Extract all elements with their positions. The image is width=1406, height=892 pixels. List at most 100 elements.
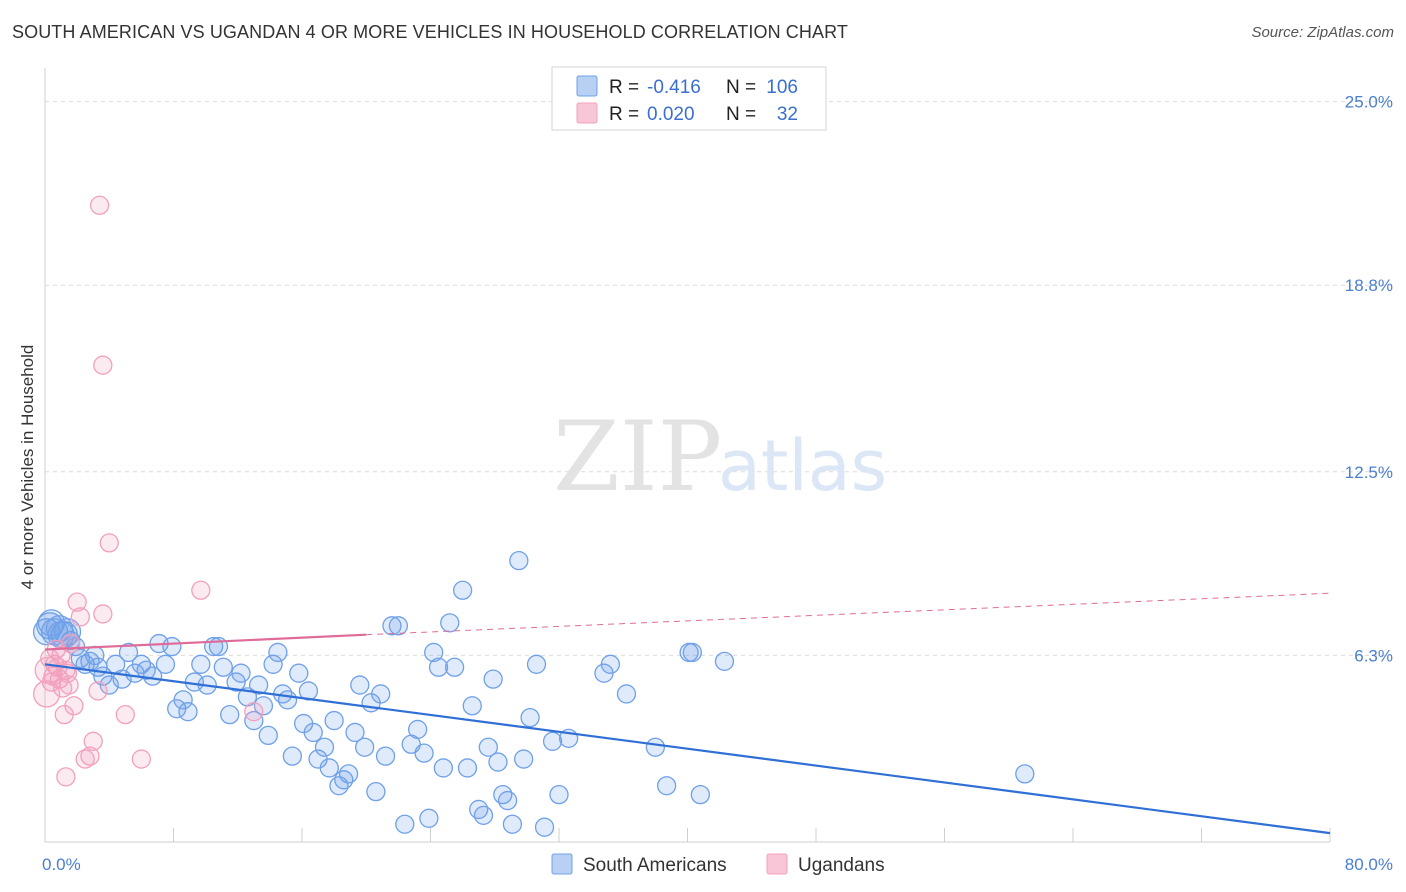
ugandan-point-21 bbox=[83, 731, 103, 751]
watermark: ZIP atlas bbox=[553, 401, 887, 513]
south-american-point-57 bbox=[350, 675, 370, 695]
south-american-point-63 bbox=[382, 616, 402, 636]
ugandan-point-27 bbox=[115, 705, 135, 725]
ugandan-trend-extension bbox=[366, 592, 1331, 636]
bottom-legend-swatch-south-americans bbox=[551, 853, 573, 875]
south-american-point-103 bbox=[1015, 764, 1035, 784]
south-american-point-51 bbox=[319, 758, 339, 778]
legend-r-value-2: 0.020 bbox=[647, 104, 695, 125]
south-american-point-25 bbox=[178, 702, 198, 722]
y-tick-label-3: 25.0% bbox=[1345, 93, 1393, 112]
ugandan-point-26 bbox=[93, 355, 113, 375]
ugandan-point-22 bbox=[88, 681, 108, 701]
legend-n-value-2: 32 bbox=[777, 104, 798, 125]
south-american-point-64 bbox=[388, 616, 409, 636]
south-american-point-43 bbox=[277, 690, 298, 710]
south-american-point-22 bbox=[162, 636, 182, 657]
south-american-point-71 bbox=[428, 657, 449, 677]
tick-labels: 6.3% 12.5% 18.8% 25.0% 0.0% 80.0% bbox=[42, 93, 1393, 874]
legend-n-value-1: 106 bbox=[766, 77, 798, 98]
legend-r-label-2: R = bbox=[609, 104, 639, 125]
bottom-legend: South Americans Ugandans bbox=[551, 853, 885, 876]
south-american-point-56 bbox=[345, 722, 365, 743]
south-american-point-105 bbox=[37, 609, 66, 637]
south-american-point-60 bbox=[366, 782, 386, 802]
south-american-point-50 bbox=[314, 737, 335, 757]
south-american-point-86 bbox=[509, 551, 529, 571]
axes bbox=[44, 68, 1331, 843]
south-american-point-38 bbox=[253, 696, 274, 716]
y-tick-label-2: 18.8% bbox=[1345, 276, 1393, 295]
legend-n-label-1: N = bbox=[726, 77, 756, 98]
ugandan-point-20 bbox=[80, 746, 100, 766]
ugandan-point-30 bbox=[244, 702, 264, 722]
legend-r-label-1: R = bbox=[609, 77, 639, 98]
south-american-point-76 bbox=[457, 758, 478, 778]
south-american-point-89 bbox=[526, 654, 547, 674]
legend-r-value-1: -0.416 bbox=[647, 77, 701, 98]
y-axis-label: 4 or more Vehicles in Household bbox=[18, 345, 37, 590]
trend-lines bbox=[44, 592, 1331, 835]
south-american-point-96 bbox=[616, 684, 637, 704]
ugandan-point-29 bbox=[191, 580, 211, 600]
ugandan-point-25 bbox=[89, 195, 110, 215]
legend-swatch-pink bbox=[576, 102, 598, 124]
watermark-zip: ZIP bbox=[553, 401, 722, 513]
south-american-point-65 bbox=[395, 814, 415, 834]
south-american-point-45 bbox=[289, 663, 309, 683]
south-american-point-62 bbox=[375, 746, 396, 766]
south-american-point-31 bbox=[213, 657, 233, 677]
south-american-point-100 bbox=[682, 642, 702, 663]
ugandan-point-14 bbox=[59, 675, 79, 695]
south-american-point-82 bbox=[488, 752, 508, 772]
south-american-point-95 bbox=[600, 654, 621, 674]
south-american-point-44 bbox=[282, 746, 303, 766]
south-american-point-15 bbox=[118, 642, 139, 663]
south-american-point-102 bbox=[714, 651, 735, 671]
south-american-point-98 bbox=[656, 776, 677, 796]
south-american-point-70 bbox=[424, 642, 444, 663]
south-american-point-74 bbox=[444, 657, 465, 677]
south-american-point-91 bbox=[542, 731, 563, 751]
south-american-point-81 bbox=[483, 669, 503, 689]
south-american-point-68 bbox=[414, 743, 434, 763]
y-tick-label-0: 6.3% bbox=[1354, 646, 1393, 665]
south-american-point-34 bbox=[231, 663, 251, 683]
south-american-point-87 bbox=[514, 749, 534, 769]
legend-swatch-blue bbox=[576, 75, 598, 97]
south-american-point-39 bbox=[258, 725, 278, 746]
ugandan-point-24 bbox=[99, 533, 119, 553]
south-american-point-61 bbox=[371, 684, 391, 704]
south-american-point-92 bbox=[549, 784, 569, 805]
south-american-point-55 bbox=[338, 764, 359, 784]
south-american-point-41 bbox=[268, 642, 288, 663]
source-label: Source: ZipAtlas.com bbox=[1251, 24, 1394, 41]
south-american-point-67 bbox=[407, 719, 428, 740]
legend-n-label-2: N = bbox=[726, 104, 756, 125]
south-american-point-79 bbox=[473, 805, 494, 825]
south-american-point-75 bbox=[452, 580, 473, 600]
ugandan-point-15 bbox=[61, 633, 81, 654]
south-american-point-90 bbox=[534, 817, 555, 837]
south-american-point-40 bbox=[263, 654, 283, 674]
ugandan-point-16 bbox=[64, 696, 84, 716]
data-points bbox=[32, 195, 1035, 837]
bottom-legend-south-americans: South Americans bbox=[583, 855, 727, 876]
south-american-point-85 bbox=[502, 814, 523, 834]
south-american-point-33 bbox=[226, 672, 246, 692]
south-american-point-21 bbox=[155, 654, 176, 674]
ugandan-point-18 bbox=[70, 607, 90, 627]
x-tick-label-1: 80.0% bbox=[1345, 855, 1393, 874]
y-tick-label-1: 12.5% bbox=[1345, 463, 1393, 482]
south-american-point-52 bbox=[324, 710, 344, 731]
south-american-point-84 bbox=[497, 790, 518, 811]
ugandan-point-17 bbox=[67, 592, 87, 612]
x-tick-label-0: 0.0% bbox=[42, 855, 81, 874]
legend-box: R = -0.416 N = 106 R = 0.020 N = 32 bbox=[551, 66, 827, 131]
ugandan-trend-line bbox=[44, 633, 367, 651]
bottom-legend-ugandans: Ugandans bbox=[798, 855, 885, 876]
south-american-point-69 bbox=[419, 808, 439, 828]
grid-lines bbox=[45, 101, 1392, 656]
south-american-point-27 bbox=[191, 654, 211, 674]
